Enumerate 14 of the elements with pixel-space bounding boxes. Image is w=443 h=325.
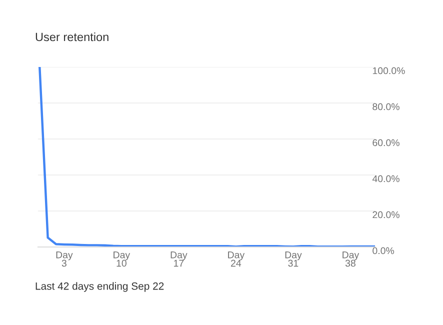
y-tick-label: 80.0% (372, 103, 400, 110)
y-tick-label: 40.0% (372, 175, 400, 182)
x-tick-label: Day 24 (228, 252, 245, 267)
text: Last 42 days ending Sep 22 (36, 282, 164, 292)
y-tick-label: 20.0% (372, 211, 400, 218)
y-tick-label: 0.0% (372, 247, 394, 254)
x-tick-label: Day 38 (342, 252, 360, 267)
x-tick-label: Day 31 (285, 252, 302, 267)
x-tick-label: Day 3 (56, 252, 73, 267)
x-tick-label: Day 17 (170, 252, 188, 267)
y-tick-label: 100.0% (372, 67, 405, 74)
y-tick-label: 60.0% (372, 139, 400, 146)
x-tick-label: Day 10 (114, 252, 130, 267)
chart-title: User retention (36, 32, 108, 42)
